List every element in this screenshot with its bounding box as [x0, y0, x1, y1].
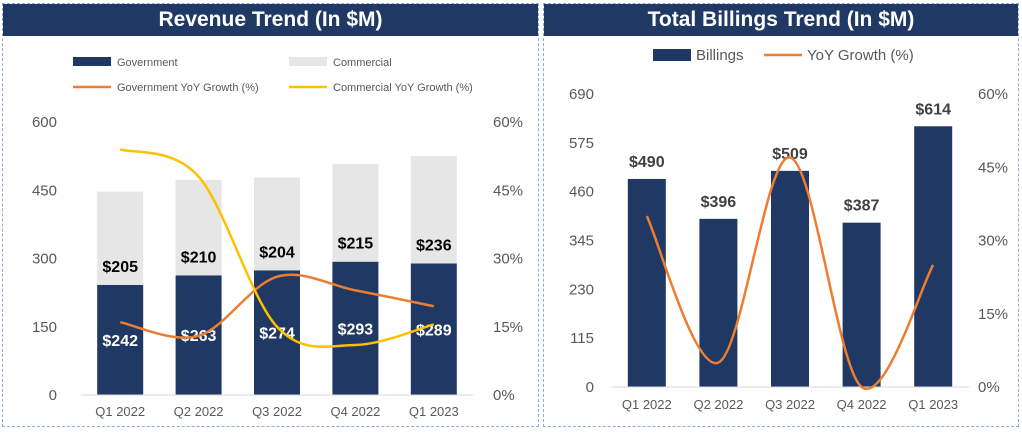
legend-government-swatch [73, 57, 111, 66]
legend-com-growth-label: Commercial YoY Growth (%) [333, 82, 473, 94]
y-axis-tick: 0 [49, 387, 57, 404]
y2-axis-tick: 0% [978, 379, 1000, 396]
billings-data-label: $490 [629, 154, 665, 171]
billings-bar [699, 218, 738, 387]
commercial-bar [97, 191, 144, 285]
y-axis-tick: 690 [569, 86, 594, 103]
government-data-label: $293 [338, 321, 374, 338]
y2-axis-tick: 45% [493, 182, 523, 199]
billings-bar [627, 178, 666, 387]
commercial-data-label: $236 [416, 238, 452, 255]
billings-trend-chart: Billings YoY Growth (%) 0 115 230 345 460 575 69… [569, 47, 1008, 412]
government-data-label: $242 [102, 333, 138, 350]
legend-yoy-growth-label: YoY Growth (%) [807, 47, 914, 64]
x-axis-tick: Q2 2022 [174, 404, 224, 419]
y-axis-tick: 230 [569, 281, 594, 298]
revenue-trend-chart: Government Commercial Government YoY Growt… [32, 57, 523, 419]
billings-bar [771, 170, 809, 387]
commercial-bar [410, 156, 457, 264]
y-axis-tick: 450 [32, 182, 57, 199]
commercial-bar [332, 163, 379, 262]
y2-axis-tick: 15% [493, 319, 523, 336]
y2-axis-tick: 60% [978, 86, 1008, 103]
billings-bar [914, 126, 953, 387]
x-axis-tick: Q4 2022 [330, 404, 380, 419]
billings-chart-title: Total Billings Trend (In $M) [544, 4, 1018, 36]
legend-commercial-label: Commercial [333, 57, 392, 69]
y2-axis-tick: 30% [493, 251, 523, 268]
y2-axis-tick: 60% [493, 114, 523, 131]
legend-gov-growth-label: Government YoY Growth (%) [117, 82, 259, 94]
commercial-data-label: $210 [181, 249, 217, 266]
y-axis-tick: 115 [570, 330, 594, 347]
government-growth-line [119, 273, 435, 339]
x-axis-tick: Q4 2022 [837, 397, 887, 412]
billings-trend-panel: Total Billings Trend (In $M) Billings YoY… [543, 3, 1019, 427]
government-bar [254, 270, 300, 395]
government-bar [97, 284, 144, 395]
x-axis-tick: Q1 2023 [409, 404, 459, 419]
y-axis-tick: 575 [569, 135, 594, 152]
commercial-data-label: $204 [259, 244, 295, 261]
x-axis-tick: Q2 2022 [693, 397, 743, 412]
y-axis-tick: 460 [569, 184, 594, 201]
revenue-chart-title: Revenue Trend (In $M) [3, 4, 538, 36]
y2-axis-tick: 45% [978, 159, 1008, 176]
x-axis-tick: Q1 2023 [908, 397, 958, 412]
y-axis-tick: 345 [569, 233, 594, 250]
government-bar [332, 261, 379, 395]
government-data-label: $274 [259, 326, 295, 343]
commercial-data-label: $215 [338, 236, 374, 253]
commercial-bar [254, 177, 300, 271]
legend-billings-swatch [653, 49, 691, 61]
legend-commercial-swatch [289, 57, 327, 66]
legend-government-label: Government [117, 57, 178, 69]
y2-axis-tick: 30% [978, 233, 1008, 250]
x-axis-tick: Q3 2022 [765, 397, 815, 412]
x-axis-tick: Q1 2022 [95, 404, 145, 419]
y-axis-tick: 300 [32, 251, 57, 268]
billings-data-label: $614 [915, 101, 951, 118]
yoy-growth-line [645, 156, 935, 391]
y-axis-tick: 0 [586, 379, 594, 396]
legend-billings-label: Billings [696, 47, 744, 64]
commercial-data-label: $205 [102, 259, 138, 276]
commercial-bar [175, 179, 222, 276]
x-axis-tick: Q3 2022 [252, 404, 302, 419]
y-axis-tick: 600 [32, 114, 57, 131]
revenue-trend-panel: Revenue Trend (In $M) Government Commerci… [2, 3, 539, 427]
y-axis-tick: 150 [32, 319, 57, 336]
commercial-growth-line [119, 148, 435, 349]
billings-data-label: $396 [701, 194, 737, 211]
y2-axis-tick: 0% [493, 387, 515, 404]
x-axis-tick: Q1 2022 [622, 397, 672, 412]
billings-data-label: $509 [772, 146, 808, 163]
billings-data-label: $387 [844, 198, 880, 215]
y2-axis-tick: 15% [978, 306, 1008, 323]
